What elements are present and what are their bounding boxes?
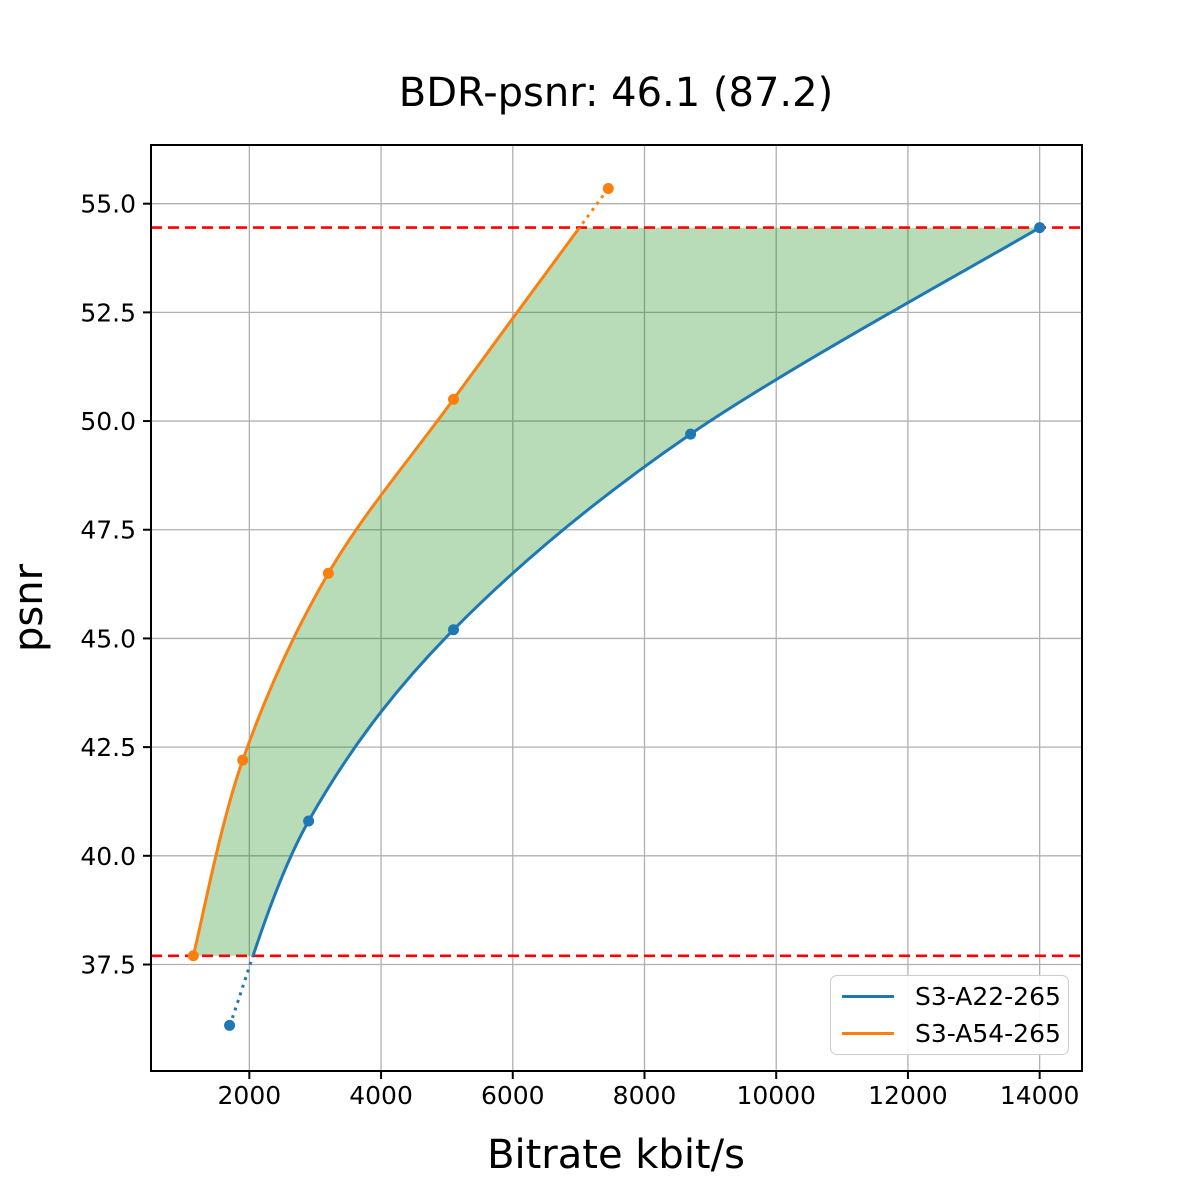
y-tick-label: 40.0	[80, 842, 136, 871]
x-tick-label: 12000	[868, 1081, 948, 1110]
y-tick-label: 42.5	[80, 733, 136, 762]
data-point-marker	[187, 950, 199, 962]
data-point-marker	[303, 815, 315, 827]
data-point-marker	[685, 428, 697, 440]
series-line-S3-A22-265	[251, 227, 1041, 956]
data-point-marker	[602, 182, 614, 194]
y-tick-label: 55.0	[80, 190, 136, 219]
data-point-marker	[322, 567, 334, 579]
data-point-marker	[224, 1019, 236, 1031]
y-tick-label: 37.5	[80, 950, 136, 979]
axes-frame	[150, 144, 1083, 1072]
data-point-marker	[447, 624, 459, 636]
data-point-marker	[1034, 222, 1046, 234]
x-tick-label: 14000	[1000, 1081, 1080, 1110]
legend-item-label: S3-A22-265	[915, 981, 1061, 1011]
y-tick-label: 52.5	[80, 298, 136, 327]
y-axis-label: psnr	[6, 563, 52, 652]
x-tick-label: 6000	[481, 1081, 545, 1110]
legend-item-0: S3-A22-265	[842, 979, 1068, 1013]
gridlines	[151, 145, 1082, 1071]
axis-tick-labels: 2000 4000 6000 8000 10000 12000 14000 37.5 40.0 4…	[80, 190, 1079, 1110]
y-tick-label: 45.0	[80, 624, 136, 653]
x-axis-label: Bitrate kbit/s	[487, 1132, 745, 1178]
chart-title: BDR-psnr: 46.1 (87.2)	[399, 70, 833, 116]
y-tick-label: 47.5	[80, 516, 136, 545]
legend: S3-A22-265 S3-A54-265	[830, 975, 1069, 1055]
x-tick-label: 8000	[613, 1081, 677, 1110]
legend-item-label: S3-A54-265	[915, 1019, 1061, 1049]
y-tick-label: 50.0	[80, 407, 136, 436]
x-tick-label: 10000	[736, 1081, 816, 1110]
data-point-marker	[237, 754, 249, 766]
axis-ticks	[143, 202, 1041, 1079]
plot-area: 2000 4000 6000 8000 10000 12000 14000 37.5 40.0 4…	[80, 144, 1083, 1110]
legend-item-1: S3-A54-265	[842, 1017, 1068, 1051]
bd-overlap-fill	[193, 227, 1040, 956]
data-point-marker	[447, 393, 459, 405]
legend-line-swatch-blue	[842, 994, 894, 999]
x-tick-label: 2000	[218, 1081, 282, 1110]
legend-line-swatch-orange	[842, 1031, 894, 1036]
x-tick-label: 4000	[349, 1081, 413, 1110]
